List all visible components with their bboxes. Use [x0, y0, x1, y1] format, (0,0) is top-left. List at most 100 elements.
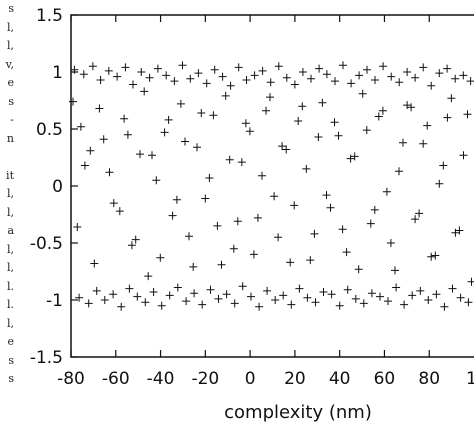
data-point — [303, 293, 312, 302]
margin-text-fragment: v, — [5, 58, 14, 70]
data-point — [298, 68, 307, 76]
data-point — [182, 297, 191, 306]
data-point — [176, 99, 185, 108]
data-point — [391, 266, 399, 275]
data-point — [403, 68, 412, 76]
margin-text-fragment: a — [7, 225, 14, 236]
data-point — [79, 70, 88, 79]
data-point — [346, 154, 355, 163]
data-point — [234, 63, 243, 72]
x-tick-label: -20 — [191, 369, 219, 389]
data-point — [456, 293, 465, 302]
data-point — [242, 76, 251, 84]
data-point — [318, 98, 327, 107]
data-point — [443, 64, 452, 73]
x-tick-label: -40 — [147, 369, 175, 389]
data-point — [382, 187, 391, 196]
data-point — [395, 78, 404, 87]
data-point — [314, 133, 323, 141]
data-point — [214, 294, 223, 303]
data-point — [238, 282, 247, 291]
data-point — [152, 176, 161, 185]
data-point — [443, 113, 452, 122]
data-point — [153, 64, 162, 73]
data-point — [217, 260, 226, 269]
data-point — [86, 146, 95, 155]
data-point — [279, 291, 288, 300]
data-point — [319, 288, 328, 296]
x-tick-label: -80 — [57, 369, 85, 389]
data-point — [201, 194, 210, 203]
margin-text-fragment: l, — [6, 317, 14, 329]
data-point — [95, 104, 104, 113]
data-point — [210, 65, 219, 74]
data-point — [282, 145, 291, 154]
data-point — [455, 226, 464, 235]
data-point — [371, 76, 379, 84]
data-point — [448, 284, 457, 293]
data-point — [311, 298, 320, 307]
data-point — [306, 256, 315, 265]
data-point — [266, 78, 275, 87]
data-point — [172, 195, 181, 204]
data-point — [416, 286, 425, 295]
data-point — [435, 69, 444, 78]
x-axis-label: complexity (nm) — [224, 402, 372, 423]
data-point — [115, 207, 124, 216]
data-point — [225, 155, 234, 164]
data-point — [136, 150, 144, 159]
data-point — [294, 117, 303, 125]
data-point — [307, 74, 315, 83]
y-tick-label: -1 — [46, 291, 63, 311]
data-point — [193, 143, 201, 152]
data-point — [322, 70, 331, 79]
data-point — [366, 219, 375, 228]
data-point — [198, 300, 207, 309]
y-tick-label: -1.5 — [30, 348, 63, 368]
data-point — [354, 265, 363, 274]
data-point — [379, 62, 388, 71]
data-point — [70, 65, 79, 74]
data-point — [170, 77, 179, 86]
data-point — [75, 293, 84, 302]
data-point — [427, 81, 436, 90]
data-point — [395, 167, 403, 176]
data-point — [278, 142, 287, 151]
data-point — [90, 259, 99, 268]
margin-text-fragment: l. — [6, 299, 14, 310]
data-point — [419, 63, 428, 72]
data-point — [435, 179, 444, 188]
data-point — [467, 277, 474, 286]
data-point — [302, 164, 311, 173]
data-point — [411, 215, 420, 224]
data-point — [84, 299, 93, 308]
data-point — [76, 122, 85, 131]
data-point — [221, 91, 230, 100]
data-point — [466, 77, 474, 86]
data-point — [145, 73, 154, 82]
data-point — [424, 296, 433, 304]
data-point — [237, 158, 246, 167]
data-point — [258, 66, 267, 75]
data-point — [140, 87, 149, 96]
data-point — [245, 127, 254, 136]
plot-frame — [70, 14, 474, 358]
data-point — [131, 235, 140, 244]
data-point — [326, 203, 335, 212]
data-point — [178, 61, 187, 70]
margin-text-fragment: s — [8, 95, 14, 107]
margin-text-fragment: s — [8, 3, 14, 14]
x-tick-label: 0 — [245, 369, 256, 389]
data-point — [370, 205, 379, 214]
data-point — [266, 93, 274, 102]
data-point — [363, 65, 371, 74]
data-point — [459, 71, 468, 80]
x-tick-label: 40 — [329, 369, 351, 389]
data-point — [249, 250, 258, 259]
data-point — [229, 244, 238, 253]
margin-text-fragment: s — [8, 373, 14, 384]
data-point — [334, 131, 343, 140]
data-point — [250, 71, 259, 80]
data-point — [447, 94, 456, 103]
y-tick-label: -0.5 — [30, 234, 63, 254]
